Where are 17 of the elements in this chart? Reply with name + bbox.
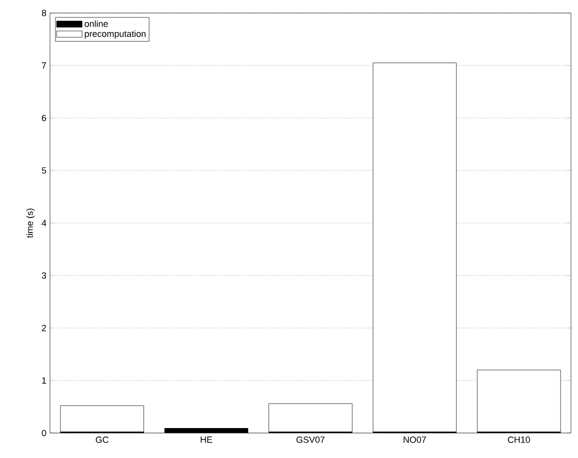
x-tick-label: NO07 bbox=[404, 436, 426, 443]
y-tick-label: 1 bbox=[42, 377, 46, 384]
x-tick-label: HE bbox=[200, 436, 212, 443]
y-tick-label: 2 bbox=[42, 324, 46, 332]
x-tick-label: GC bbox=[96, 436, 108, 443]
y-tick-label: 3 bbox=[42, 272, 46, 279]
legend-label: precomputation bbox=[84, 30, 146, 39]
y-tick-label: 0 bbox=[42, 430, 46, 436]
y-tick-label: 7 bbox=[42, 62, 46, 69]
y-tick-label: 4 bbox=[42, 220, 46, 226]
y-tick-label: 6 bbox=[42, 114, 46, 122]
y-tick-label: 5 bbox=[42, 167, 46, 174]
y-axis-title: time (s) bbox=[26, 208, 35, 238]
legend-label: online bbox=[84, 20, 108, 27]
y-tick-label: 8 bbox=[42, 10, 46, 16]
x-tick-label: GSV07 bbox=[296, 436, 324, 443]
x-tick-label: CH10 bbox=[508, 436, 530, 443]
